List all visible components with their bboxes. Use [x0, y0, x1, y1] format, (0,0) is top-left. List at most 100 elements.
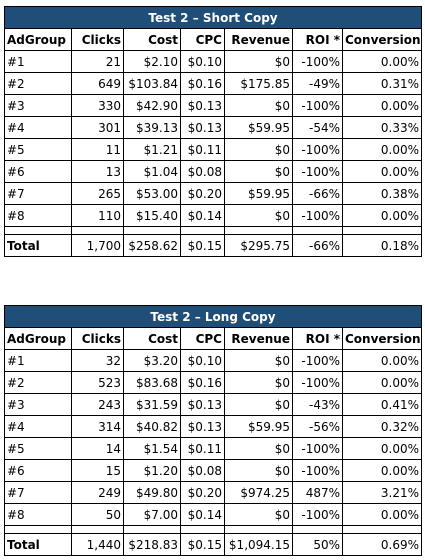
table-cell: $0.13: [180, 415, 225, 438]
table-cell: 0.33%: [341, 116, 423, 139]
table-cell: $40.82: [123, 415, 181, 438]
table-row: #3 330 $42.90 $0.13 $0 -100% 0.00%: [4, 94, 423, 117]
table-cell: #7: [4, 182, 72, 205]
table-cell: $0.20: [180, 182, 225, 205]
table-cell: #5: [4, 437, 72, 460]
column-header: Clicks: [71, 327, 124, 350]
table-cell: $0.14: [180, 204, 225, 227]
table-cell: 314: [71, 415, 124, 438]
total-cell: 1,440: [71, 533, 124, 556]
table-cell: 243: [71, 393, 124, 416]
table-cell: #6: [4, 459, 72, 482]
table-cell: $0.13: [180, 393, 225, 416]
column-header: AdGroup: [4, 28, 72, 51]
table-cell: 0.00%: [342, 503, 422, 526]
table-cell: 249: [71, 481, 124, 504]
table-cell: -100%: [292, 437, 343, 460]
table-body: #1 21 $2.10 $0.10 $0 -100% 0.00% #2 649 $103.84 $0…: [4, 50, 423, 257]
table-cell: 14: [71, 437, 124, 460]
table-cell: $0: [224, 204, 293, 227]
table-cell: $7.00: [123, 503, 181, 526]
table-cell: $0: [224, 50, 293, 73]
table-cell: #2: [4, 371, 72, 394]
column-header: Cost: [123, 327, 181, 350]
table-cell: 0.00%: [342, 459, 422, 482]
table-cell: -100%: [292, 204, 343, 227]
total-label: Total: [4, 234, 72, 257]
spacer-cell: [342, 525, 422, 534]
table-cell: $39.13: [123, 116, 181, 139]
table-cell: -100%: [292, 138, 343, 161]
table-cell: 0.00%: [341, 160, 423, 183]
table-body: #1 32 $3.20 $0.10 $0 -100% 0.00% #2 523 $83.68 $0.…: [4, 349, 422, 556]
spacer-cell: [4, 226, 72, 235]
table-row: #8 110 $15.40 $0.14 $0 -100% 0.00%: [4, 204, 423, 227]
total-cell: $0.15: [180, 533, 225, 556]
table-cell: 21: [71, 50, 124, 73]
table-cell: $1.20: [123, 459, 181, 482]
table-cell: -100%: [292, 371, 343, 394]
table-cell: -100%: [292, 50, 343, 73]
spacer-cell: [4, 525, 72, 534]
table-cell: #8: [4, 204, 72, 227]
column-header: Clicks: [71, 28, 124, 51]
table-cell: 0.41%: [342, 393, 422, 416]
column-header: AdGroup: [4, 327, 72, 350]
table-title: Test 2 – Long Copy: [4, 305, 422, 328]
table-cell: 0.00%: [341, 204, 423, 227]
column-header: ROI *: [292, 28, 343, 51]
table-row: #4 301 $39.13 $0.13 $59.95 -54% 0.33%: [4, 116, 423, 139]
spacer-row: [4, 525, 422, 534]
table-cell: $175.85: [224, 72, 293, 95]
table-cell: -54%: [292, 116, 343, 139]
table-cell: 0.00%: [342, 371, 422, 394]
spacer-cell: [224, 226, 293, 235]
table-cell: $0: [224, 503, 293, 526]
table-cell: 330: [71, 94, 124, 117]
table-cell: $0.13: [180, 94, 225, 117]
table-cell: $0.10: [180, 50, 225, 73]
table-row: #2 523 $83.68 $0.16 $0 -100% 0.00%: [4, 371, 422, 394]
total-cell: -66%: [292, 234, 343, 257]
table-cell: #1: [4, 50, 72, 73]
table-cell: 0.32%: [342, 415, 422, 438]
table-row: #5 11 $1.21 $0.11 $0 -100% 0.00%: [4, 138, 423, 161]
table-cell: $0.20: [180, 481, 225, 504]
total-cell: 0.69%: [342, 533, 422, 556]
table-cell: 0.00%: [342, 349, 422, 372]
table-cell: 301: [71, 116, 124, 139]
table-cell: 523: [71, 371, 124, 394]
table-row: #1 21 $2.10 $0.10 $0 -100% 0.00%: [4, 50, 423, 73]
table-row: #6 13 $1.04 $0.08 $0 -100% 0.00%: [4, 160, 423, 183]
spacer-cell: [71, 525, 124, 534]
table-cell: 0.00%: [341, 94, 423, 117]
table-cell: $0.08: [180, 459, 225, 482]
spacer-cell: [292, 525, 343, 534]
column-header: Cost: [123, 28, 181, 51]
table-cell: $0.13: [180, 116, 225, 139]
table-cell: #3: [4, 393, 72, 416]
table-cell: $1.04: [123, 160, 181, 183]
header-row: AdGroup Clicks Cost CPC Revenue ROI * Co…: [4, 28, 423, 51]
table-cell: -100%: [292, 459, 343, 482]
column-header: CPC: [180, 28, 225, 51]
table-cell: $83.68: [123, 371, 181, 394]
short-copy-table: Test 2 – Short Copy AdGroup Clicks Cost …: [3, 6, 423, 257]
table-cell: $59.95: [224, 415, 293, 438]
spacer-row: [4, 226, 423, 235]
total-cell: $218.83: [123, 533, 181, 556]
table-cell: $0: [224, 437, 293, 460]
table-cell: #1: [4, 349, 72, 372]
table-row: #3 243 $31.59 $0.13 $0 -43% 0.41%: [4, 393, 422, 416]
table-cell: -100%: [292, 503, 343, 526]
table-cell: $0.08: [180, 160, 225, 183]
table-cell: 50: [71, 503, 124, 526]
table-cell: $0: [224, 371, 293, 394]
table-cell: $31.59: [123, 393, 181, 416]
table-cell: -43%: [292, 393, 343, 416]
table-cell: $49.80: [123, 481, 181, 504]
table-cell: $0: [224, 349, 293, 372]
total-label: Total: [4, 533, 72, 556]
total-cell: $1,094.15: [224, 533, 293, 556]
table-row: #7 249 $49.80 $0.20 $974.25 487% 3.21%: [4, 481, 422, 504]
